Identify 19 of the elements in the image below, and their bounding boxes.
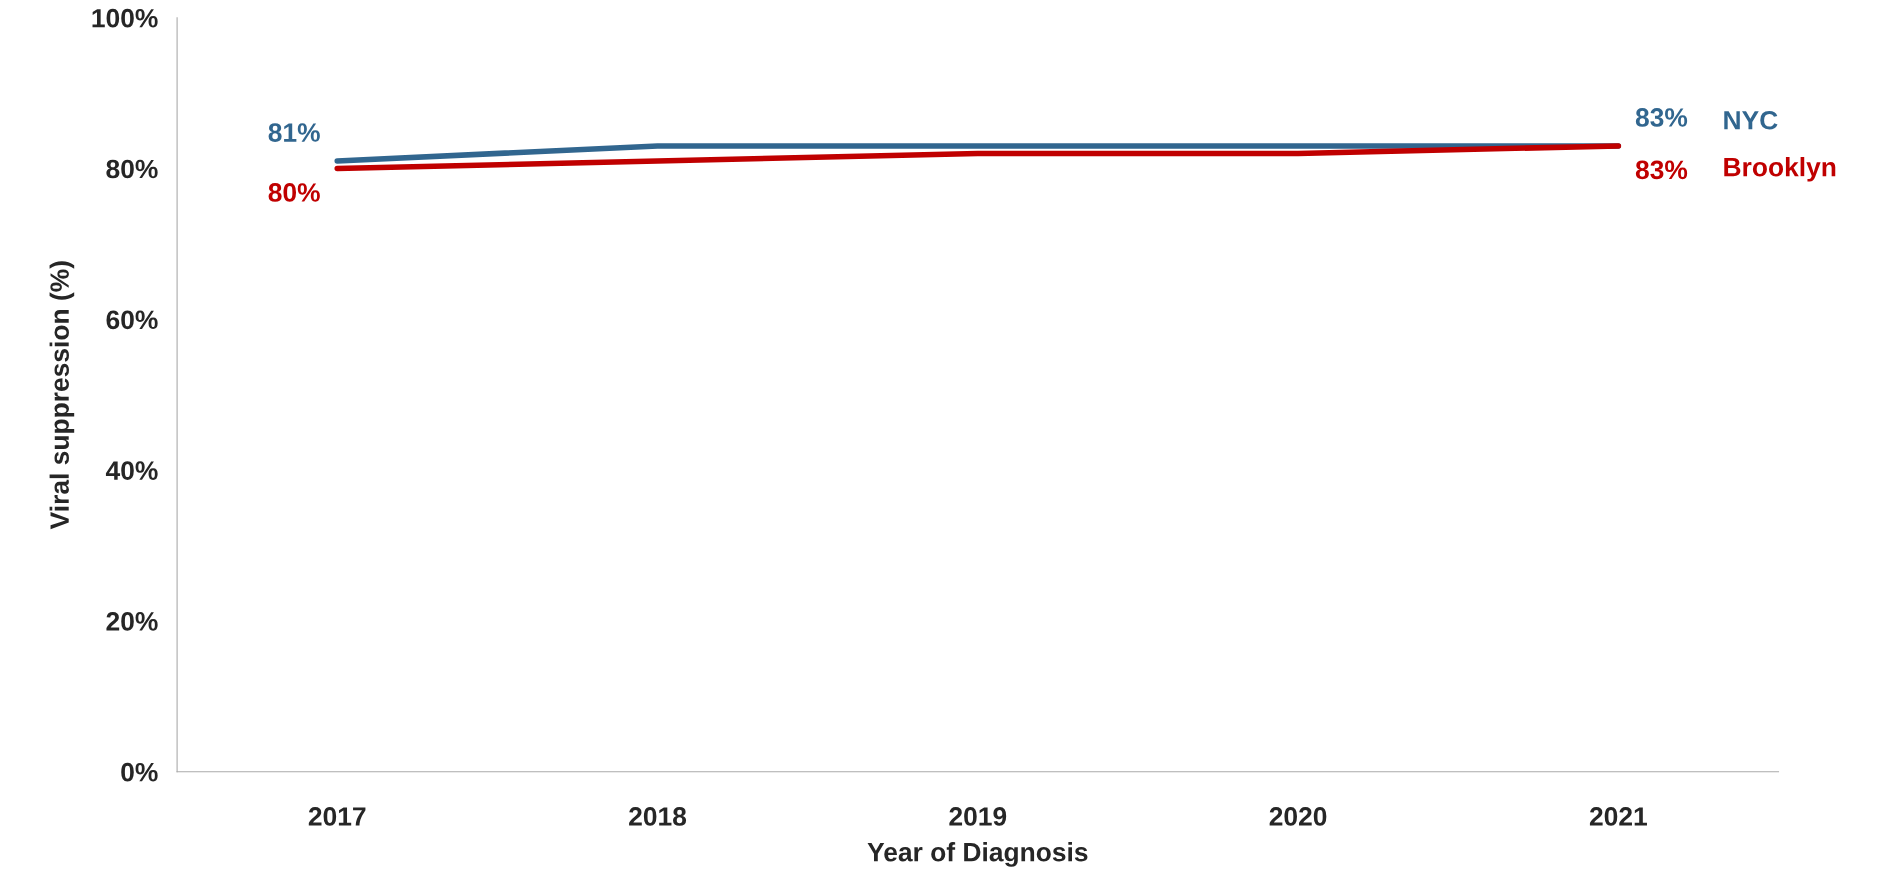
text: NYC (1724, 110, 1778, 130)
x-tick-label: 2017 (308, 807, 366, 826)
y-tick-label: 20% (106, 612, 158, 631)
y-axis-title: Viral suppression (%) (49, 261, 75, 530)
y-tick-label: 80% (106, 159, 158, 179)
y-tick-label: 40% (105, 461, 158, 480)
y-tick-label: 60% (106, 310, 158, 330)
data-label: 81% (268, 123, 320, 142)
x-tick-label: 2021 (1589, 807, 1647, 826)
x-tick-label: 2019 (949, 807, 1007, 826)
x-tick-label: 2018 (629, 807, 687, 826)
text: Brooklyn (1724, 157, 1836, 182)
y-tick-label: 0% (121, 762, 158, 782)
y-tick-label: 100% (92, 8, 158, 28)
x-tick-label: 2020 (1269, 807, 1327, 826)
data-label: 83% (1635, 108, 1688, 127)
x-axis-title: Year of Diagnosis (867, 842, 1088, 867)
data-label: 80% (268, 183, 320, 202)
data-label: 83% (1635, 160, 1688, 180)
